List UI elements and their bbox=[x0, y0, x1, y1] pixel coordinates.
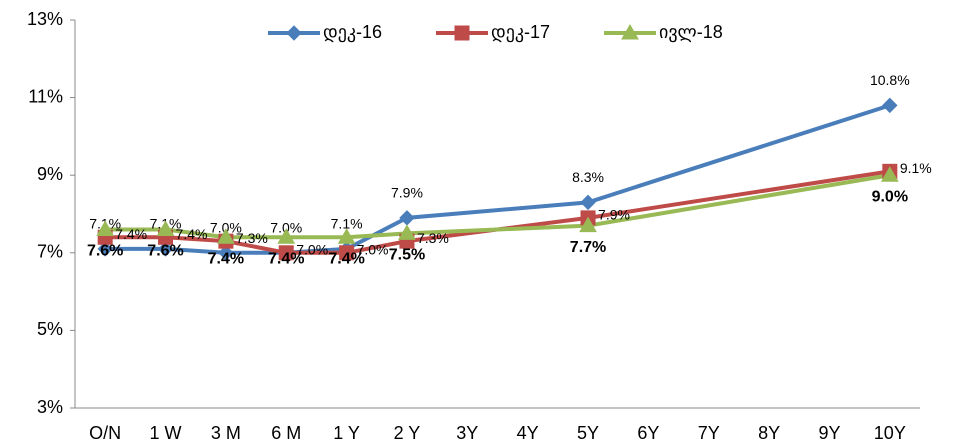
value-label: 7.0% bbox=[270, 220, 302, 236]
point-marker bbox=[880, 166, 899, 182]
value-label: 8.3% bbox=[572, 169, 604, 185]
x-tick-label: 4Y bbox=[517, 423, 539, 443]
x-tick-label: 2 Y bbox=[394, 423, 421, 443]
value-label: 7.0% bbox=[210, 220, 242, 236]
legend-marker bbox=[621, 23, 639, 40]
value-label: 7.0% bbox=[296, 242, 328, 258]
legend-marker bbox=[454, 25, 470, 41]
value-label: 7.6% bbox=[147, 243, 183, 260]
point-marker bbox=[580, 194, 596, 211]
x-tick-label: 1 Y bbox=[333, 423, 360, 443]
point-marker bbox=[218, 245, 234, 261]
point-marker bbox=[277, 228, 296, 244]
value-label: 7.5% bbox=[389, 247, 425, 264]
x-tick-label: 3 M bbox=[211, 423, 241, 443]
y-tick-label: 9% bbox=[37, 164, 63, 184]
point-marker bbox=[278, 245, 294, 261]
x-tick-label: 6 M bbox=[271, 423, 301, 443]
value-label: 7.9% bbox=[391, 185, 423, 201]
legend-marker bbox=[286, 25, 302, 41]
value-label: 10.8% bbox=[870, 72, 910, 88]
value-label: 7.9% bbox=[598, 207, 630, 223]
x-tick-label: 1 W bbox=[150, 423, 182, 443]
x-tick-label: 5Y bbox=[577, 423, 599, 443]
x-tick-label: 3Y bbox=[456, 423, 478, 443]
x-tick-label: O/N bbox=[89, 423, 121, 443]
point-marker bbox=[96, 220, 115, 237]
point-marker bbox=[337, 228, 356, 244]
y-tick-label: 11% bbox=[28, 86, 63, 106]
value-label: 7.4% bbox=[176, 226, 208, 242]
legend-label: დეკ-16 bbox=[323, 22, 382, 43]
value-label: 7.4% bbox=[268, 250, 304, 267]
x-tick-label: 9Y bbox=[818, 423, 840, 443]
series-line bbox=[105, 173, 891, 240]
legend-label: ივლ-18 bbox=[659, 22, 723, 43]
value-label: 7.0% bbox=[357, 242, 389, 258]
value-label: 7.3% bbox=[417, 230, 449, 246]
y-tick-label: 3% bbox=[37, 397, 63, 417]
x-tick-label: 7Y bbox=[698, 423, 720, 443]
point-marker bbox=[97, 241, 113, 257]
point-marker bbox=[399, 210, 415, 226]
point-marker bbox=[217, 228, 235, 244]
point-marker bbox=[339, 245, 355, 261]
legend-label: დეკ-17 bbox=[491, 22, 550, 43]
point-marker bbox=[579, 216, 597, 233]
value-label: 7.3% bbox=[236, 230, 268, 246]
value-label: 7.1% bbox=[331, 216, 363, 232]
value-label: 9.1% bbox=[900, 160, 932, 176]
point-marker bbox=[156, 220, 175, 237]
x-tick-label: 8Y bbox=[758, 423, 780, 443]
point-marker bbox=[157, 241, 174, 257]
y-tick-label: 7% bbox=[37, 242, 63, 262]
point-marker bbox=[398, 224, 416, 240]
value-label: 7.4% bbox=[115, 226, 147, 242]
series-line bbox=[105, 169, 891, 255]
value-label: 7.6% bbox=[87, 243, 123, 260]
x-tick-label: 6Y bbox=[637, 423, 659, 443]
value-label: 9.0% bbox=[872, 188, 908, 205]
y-tick-label: 13% bbox=[27, 9, 63, 29]
value-label: 7.4% bbox=[328, 250, 364, 267]
y-tick-label: 5% bbox=[37, 319, 63, 339]
x-tick-label: 10Y bbox=[874, 423, 906, 443]
value-label: 7.7% bbox=[570, 239, 606, 256]
point-marker bbox=[882, 97, 898, 114]
value-label: 7.4% bbox=[208, 250, 244, 267]
